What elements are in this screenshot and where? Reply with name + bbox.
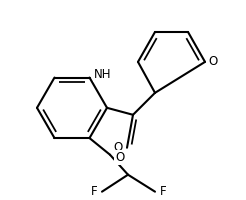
Text: O: O: [113, 141, 123, 154]
Text: O: O: [208, 55, 218, 68]
Text: O: O: [115, 151, 125, 164]
Text: NH: NH: [94, 68, 112, 81]
Text: F: F: [91, 185, 97, 198]
Text: F: F: [160, 185, 166, 198]
